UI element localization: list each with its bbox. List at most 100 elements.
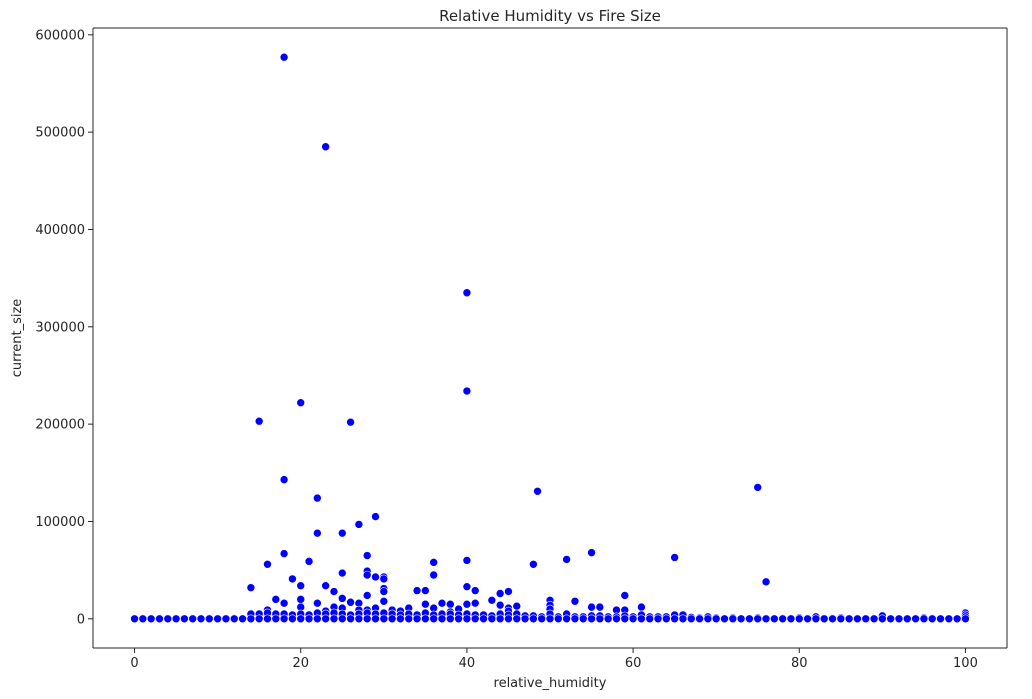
data-point xyxy=(213,614,222,624)
data-point xyxy=(495,589,505,598)
data-point xyxy=(371,512,380,521)
data-point xyxy=(138,614,148,624)
data-point xyxy=(686,614,696,624)
data-point xyxy=(354,520,364,529)
data-point xyxy=(462,582,472,591)
data-point xyxy=(130,614,139,624)
data-point xyxy=(952,614,962,624)
data-point xyxy=(429,614,438,624)
data-point xyxy=(587,602,596,612)
data-point xyxy=(412,614,422,624)
data-point xyxy=(603,614,613,624)
data-point xyxy=(429,570,438,580)
data-point xyxy=(296,581,306,591)
data-point xyxy=(221,614,231,624)
data-point xyxy=(288,614,297,624)
data-point xyxy=(188,614,198,624)
data-point xyxy=(205,614,214,624)
data-point xyxy=(362,614,372,624)
data-point xyxy=(695,614,704,624)
x-tick-label: 100 xyxy=(953,656,978,671)
data-point xyxy=(803,614,812,624)
data-point xyxy=(753,483,763,492)
data-point xyxy=(304,614,314,624)
data-point xyxy=(155,614,164,624)
data-point xyxy=(487,614,497,624)
data-point xyxy=(529,559,538,569)
data-point xyxy=(421,599,430,609)
data-point xyxy=(836,614,846,624)
data-point xyxy=(902,614,912,624)
x-axis-title: relative_humidity xyxy=(494,676,607,691)
x-tick-label: 60 xyxy=(625,656,642,671)
data-point xyxy=(296,614,306,624)
data-point xyxy=(961,614,970,624)
data-point xyxy=(337,528,347,538)
data-point xyxy=(720,614,729,624)
data-point xyxy=(533,486,542,496)
data-point xyxy=(612,614,621,624)
data-point xyxy=(462,599,472,609)
data-point xyxy=(861,614,871,624)
data-point xyxy=(844,614,854,624)
data-point xyxy=(271,614,281,624)
data-point xyxy=(562,555,571,564)
data-point xyxy=(587,548,596,557)
y-tick-label: 0 xyxy=(77,612,85,627)
data-point xyxy=(620,591,630,600)
data-point xyxy=(279,549,289,558)
data-point xyxy=(637,614,646,624)
data-point xyxy=(711,614,721,624)
data-point xyxy=(445,614,455,624)
x-tick-label: 0 xyxy=(130,656,138,671)
data-point xyxy=(254,614,264,624)
data-point xyxy=(379,587,389,596)
data-point xyxy=(346,417,355,427)
data-point xyxy=(296,398,306,408)
y-axis-ticks: 0 100000 200000 300000 400000 500000 600000 xyxy=(35,28,93,627)
data-point xyxy=(263,614,272,624)
data-point xyxy=(146,614,156,624)
y-tick-label: 400000 xyxy=(35,223,85,238)
data-point xyxy=(404,614,414,624)
data-point xyxy=(304,557,314,566)
y-axis-title: current_size xyxy=(10,299,25,378)
plot-frame xyxy=(92,27,1008,649)
data-point xyxy=(321,581,330,591)
data-point xyxy=(512,614,522,624)
data-point xyxy=(504,614,513,624)
data-point xyxy=(346,614,355,624)
data-point xyxy=(462,614,472,624)
data-point xyxy=(396,614,405,624)
data-point xyxy=(479,614,488,624)
data-point xyxy=(554,614,563,624)
data-point xyxy=(562,614,571,624)
data-point xyxy=(171,614,181,624)
data-point xyxy=(379,596,389,606)
data-point xyxy=(578,614,588,624)
data-point xyxy=(470,586,480,595)
data-point xyxy=(279,475,289,484)
data-point xyxy=(346,597,355,607)
data-point xyxy=(279,598,289,608)
data-point xyxy=(512,601,522,611)
data-point xyxy=(437,598,447,608)
data-point xyxy=(761,614,771,624)
data-point xyxy=(529,614,538,624)
data-point xyxy=(853,614,862,624)
data-point xyxy=(379,614,389,624)
data-point xyxy=(878,614,887,624)
data-point xyxy=(927,614,937,624)
data-point xyxy=(570,596,580,606)
y-tick-label: 300000 xyxy=(35,320,85,335)
data-point xyxy=(470,614,480,624)
data-point xyxy=(570,614,580,624)
data-point xyxy=(180,614,189,624)
data-point xyxy=(487,596,497,605)
data-point xyxy=(919,614,929,624)
data-point xyxy=(645,614,655,624)
data-point xyxy=(329,614,339,624)
data-point xyxy=(279,614,289,624)
data-point xyxy=(753,614,763,624)
